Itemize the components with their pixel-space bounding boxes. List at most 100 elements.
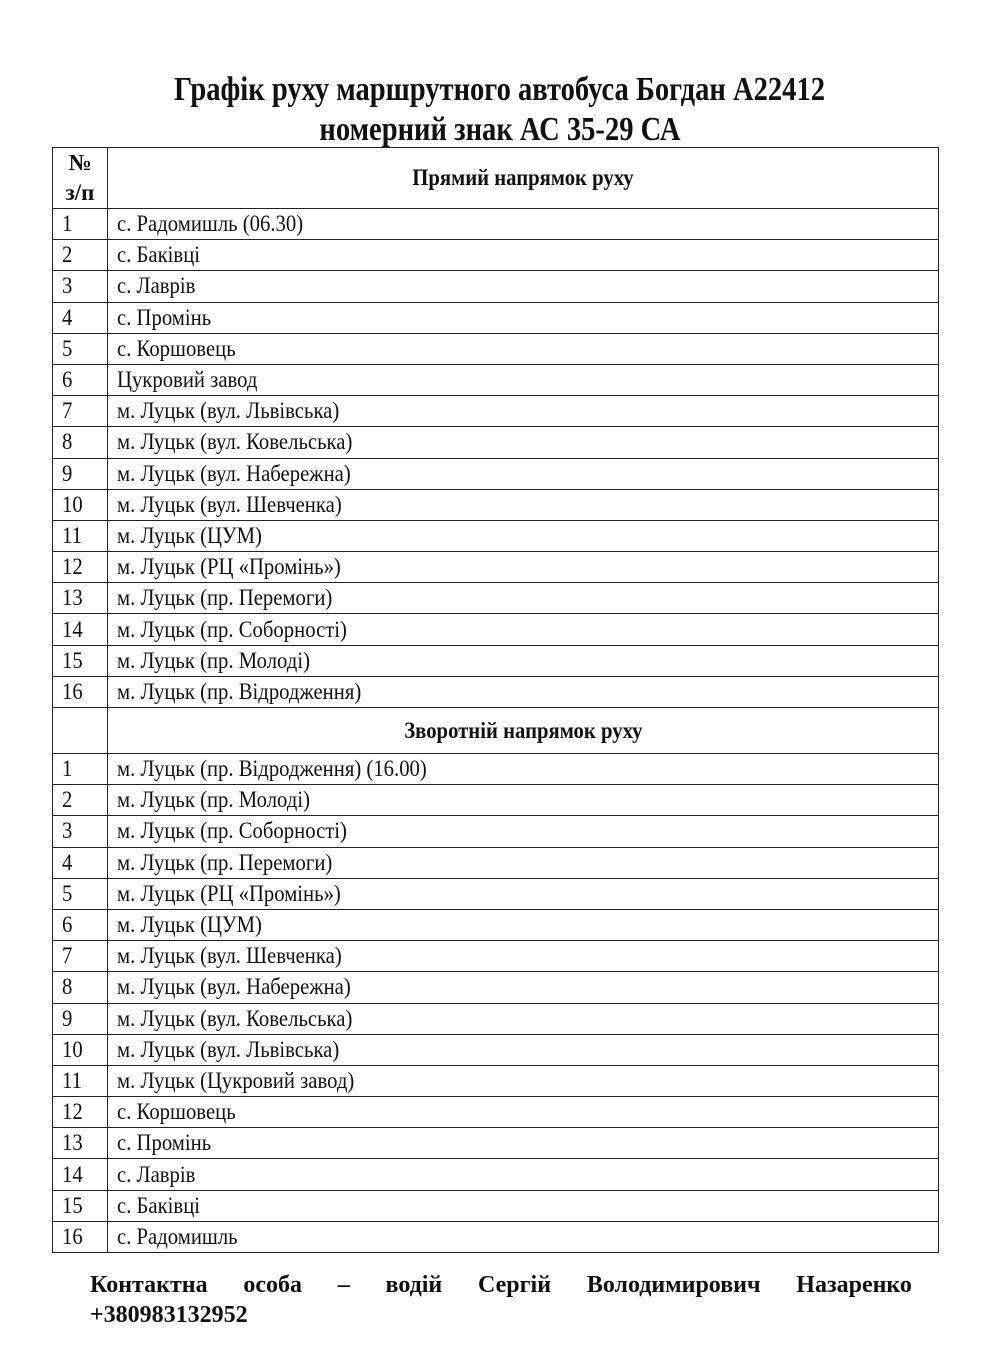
stop-name-text: м. Луцьк (вул. Набережна) [117, 974, 351, 1000]
stop-number: 3 [52, 815, 108, 848]
stop-name: м. Луцьк (вул. Набережна) [107, 457, 939, 490]
forward-header-text: Прямий напрямок руху [412, 165, 634, 190]
table-row: 1 м. Луцьк (пр. Відродження) (16.00) [52, 752, 939, 786]
title-text: Графік руху маршрутного автобуса Богдан … [174, 71, 826, 108]
stop-name: м. Луцьк (РЦ «Промінь») [107, 551, 939, 584]
stop-number: 2 [52, 784, 108, 817]
stop-name-text: с. Промінь [117, 304, 212, 330]
table-row: 7 м. Луцьк (вул. Львівська) [52, 395, 939, 428]
stop-name-text: м. Луцьк (вул. Ковельська) [117, 1005, 353, 1031]
stop-name-text: м. Луцьк (ЦУМ) [117, 522, 262, 548]
stop-number-text: 2 [62, 787, 73, 813]
stop-number-text: 16 [62, 1223, 83, 1249]
stop-number-text: 7 [62, 398, 73, 424]
stop-number: 6 [52, 908, 108, 942]
number-header: № з/п [52, 147, 108, 209]
stop-number: 5 [52, 332, 108, 365]
table-row: 7 м. Луцьк (вул. Шевченка) [52, 940, 939, 973]
stop-number-text: 3 [62, 273, 73, 299]
stop-number: 6 [52, 363, 108, 397]
table-row: 4 с. Промінь [52, 301, 939, 334]
stop-number: 9 [52, 457, 108, 490]
stop-name-text: м. Луцьк (вул. Львівська) [117, 1036, 340, 1062]
table-row: 3 м. Луцьк (пр. Соборності) [52, 815, 939, 848]
stop-name-text: с. Лаврів [117, 273, 196, 299]
stop-name-text: м. Луцьк (вул. Львівська) [117, 398, 340, 424]
stop-name: с. Радомишль (06.30) [107, 207, 939, 241]
stop-number-text: 9 [62, 1005, 73, 1031]
stop-name: м. Луцьк (Цукровий завод) [107, 1064, 939, 1098]
stop-number: 3 [52, 270, 108, 303]
stop-name: м. Луцьк (вул. Ковельська) [107, 1002, 939, 1035]
contact-word: Контактна [90, 1272, 208, 1298]
table-row: 14 с. Лаврів [52, 1158, 939, 1191]
stop-number: 16 [52, 675, 108, 709]
stop-number: 8 [52, 971, 108, 1004]
stop-name: м. Луцьк (вул. Львівська) [107, 1033, 939, 1066]
table-row: 11 м. Луцьк (ЦУМ) [52, 519, 939, 553]
stop-number: 10 [52, 1033, 108, 1066]
contact-word: Володимирович [586, 1272, 761, 1298]
contact-word: Сергій [478, 1272, 552, 1298]
table-row: 8 м. Луцьк (вул. Ковельська) [52, 426, 939, 459]
stop-number-text: 16 [62, 678, 83, 704]
stop-number: 9 [52, 1002, 108, 1035]
stop-name: м. Луцьк (вул. Шевченка) [107, 488, 939, 521]
stop-number-text: 11 [62, 522, 82, 548]
stop-number-text: 2 [62, 242, 73, 268]
forward-header-row: № з/п Прямий напрямок руху [52, 147, 939, 209]
stop-number-text: 8 [62, 974, 73, 1000]
stop-number: 16 [52, 1220, 108, 1254]
contact-word: особа [243, 1272, 302, 1298]
stop-name: Цукровий завод [107, 363, 939, 397]
schedule-table: № з/п Прямий напрямок руху 1 с. Радомишль … [52, 147, 939, 1254]
table-row: 16 м. Луцьк (пр. Відродження) [52, 675, 939, 709]
table-row: 12 с. Коршовець [52, 1096, 939, 1129]
stop-number: 14 [52, 1158, 108, 1191]
stop-name: м. Луцьк (пр. Молоді) [107, 644, 939, 677]
stop-name-text: м. Луцьк (пр. Відродження) [117, 678, 362, 704]
stop-number-text: 6 [62, 912, 73, 938]
stop-name-text: м. Луцьк (вул. Шевченка) [117, 943, 342, 969]
stop-number: 15 [52, 644, 108, 677]
document-title-line1: Графік руху маршрутного автобуса Богдан … [0, 70, 1000, 110]
stop-name-text: с. Лаврів [117, 1161, 196, 1187]
stop-number-text: 14 [62, 1161, 83, 1187]
contact-line: Контактна особа – водій Сергій Володимирович Н… [90, 1270, 912, 1300]
stop-name: м. Луцьк (РЦ «Промінь») [107, 877, 939, 910]
stop-name: м. Луцьк (вул. Шевченка) [107, 940, 939, 973]
stop-name: с. Коршовець [107, 1096, 939, 1129]
table-row: 13 м. Луцьк (пр. Перемоги) [52, 582, 939, 615]
stop-name: с. Радомишль [107, 1220, 939, 1254]
stop-name: м. Луцьк (вул. Ковельська) [107, 426, 939, 459]
stop-number: 1 [52, 752, 108, 786]
contact-word: водій [385, 1272, 443, 1298]
stop-number: 15 [52, 1189, 108, 1222]
stop-name-text: м. Луцьк (вул. Шевченка) [117, 491, 342, 517]
stop-number: 4 [52, 301, 108, 334]
contact-word: – [337, 1272, 350, 1298]
stop-number-text: 5 [62, 335, 73, 361]
stop-name: м. Луцьк (вул. Львівська) [107, 395, 939, 428]
table-row: 5 м. Луцьк (РЦ «Промінь») [52, 877, 939, 910]
table-row: 6 м. Луцьк (ЦУМ) [52, 908, 939, 942]
stop-number: 7 [52, 395, 108, 428]
stop-name: м. Луцьк (пр. Відродження) [107, 675, 939, 709]
stop-name: м. Луцьк (пр. Відродження) (16.00) [107, 752, 939, 786]
stop-name-text: м. Луцьк (пр. Молоді) [117, 787, 310, 813]
number-abbr: з/п [65, 180, 95, 205]
stop-number-text: 14 [62, 616, 83, 642]
stop-number: 12 [52, 551, 108, 584]
stop-number: 1 [52, 207, 108, 241]
table-row: 16 с. Радомишль [52, 1220, 939, 1254]
stop-number-text: 1 [62, 211, 73, 237]
stop-number: 10 [52, 488, 108, 521]
table-row: 5 с. Коршовець [52, 332, 939, 365]
stop-name: м. Луцьк (пр. Соборності) [107, 815, 939, 848]
table-row: 10 м. Луцьк (вул. Шевченка) [52, 488, 939, 521]
stop-name-text: м. Луцьк (пр. Соборності) [117, 818, 347, 844]
table-row: 12 м. Луцьк (РЦ «Промінь») [52, 551, 939, 584]
stop-number-text: 7 [62, 943, 73, 969]
stop-number: 11 [52, 519, 108, 553]
number-sign: № [68, 150, 92, 175]
